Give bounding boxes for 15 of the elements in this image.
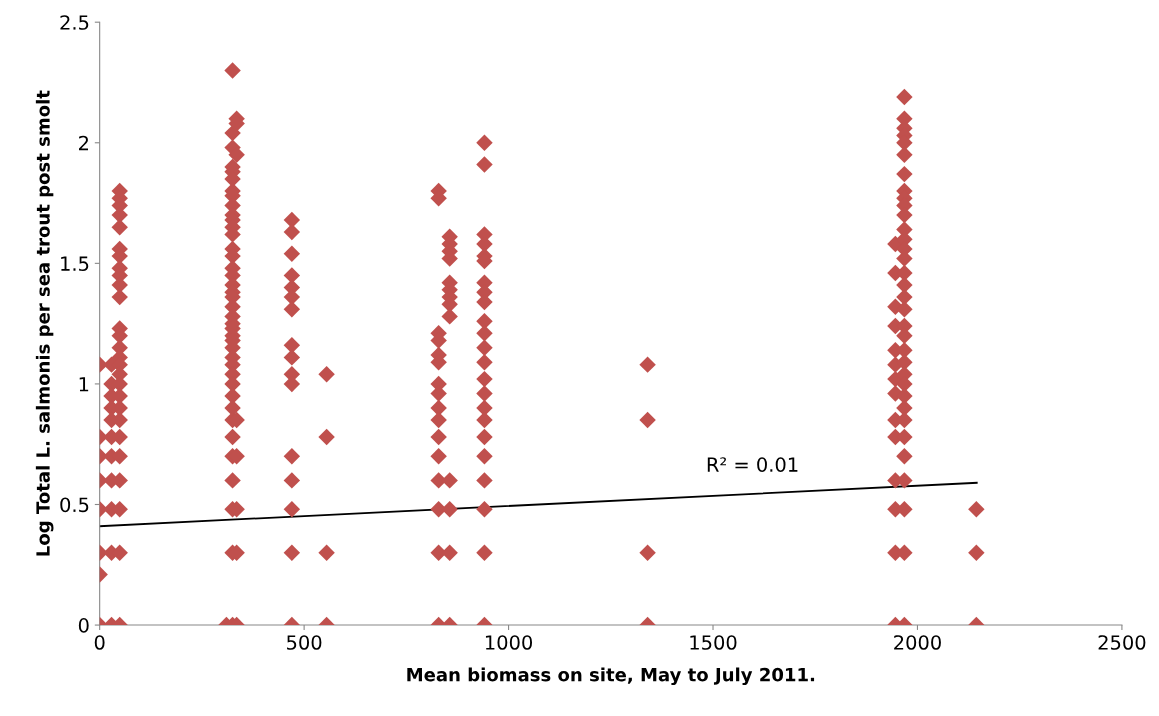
y-tick-label: 0: [78, 618, 89, 633]
y-axis-title: Log Total L. salmonis per sea trout post smolt: [35, 90, 54, 556]
x-tick-label: 0: [94, 635, 105, 650]
y-tick-label: 1: [79, 377, 89, 392]
x-axis-title: Mean biomass on site, May to July 2011.: [407, 667, 815, 686]
y-tick-label: 0.5: [60, 497, 89, 513]
x-tick-label: 2000: [894, 635, 941, 650]
annotation: R² = 0.01: [707, 457, 798, 472]
x-tick-label: 1000: [485, 635, 533, 650]
x-tick-label: 500: [287, 635, 322, 650]
y-tick-label: 1.5: [61, 256, 89, 272]
y-tick-label: 2.5: [60, 15, 89, 30]
y-tick-label: 2: [79, 135, 88, 151]
x-tick-label: 2500: [1098, 635, 1146, 650]
x-tick-label: 1500: [690, 635, 737, 650]
